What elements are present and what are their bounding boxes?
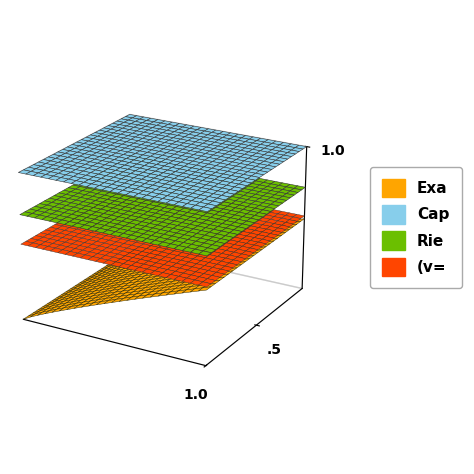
Legend: Exa, Cap, Rie, (v=: Exa, Cap, Rie, (v= bbox=[370, 166, 462, 289]
